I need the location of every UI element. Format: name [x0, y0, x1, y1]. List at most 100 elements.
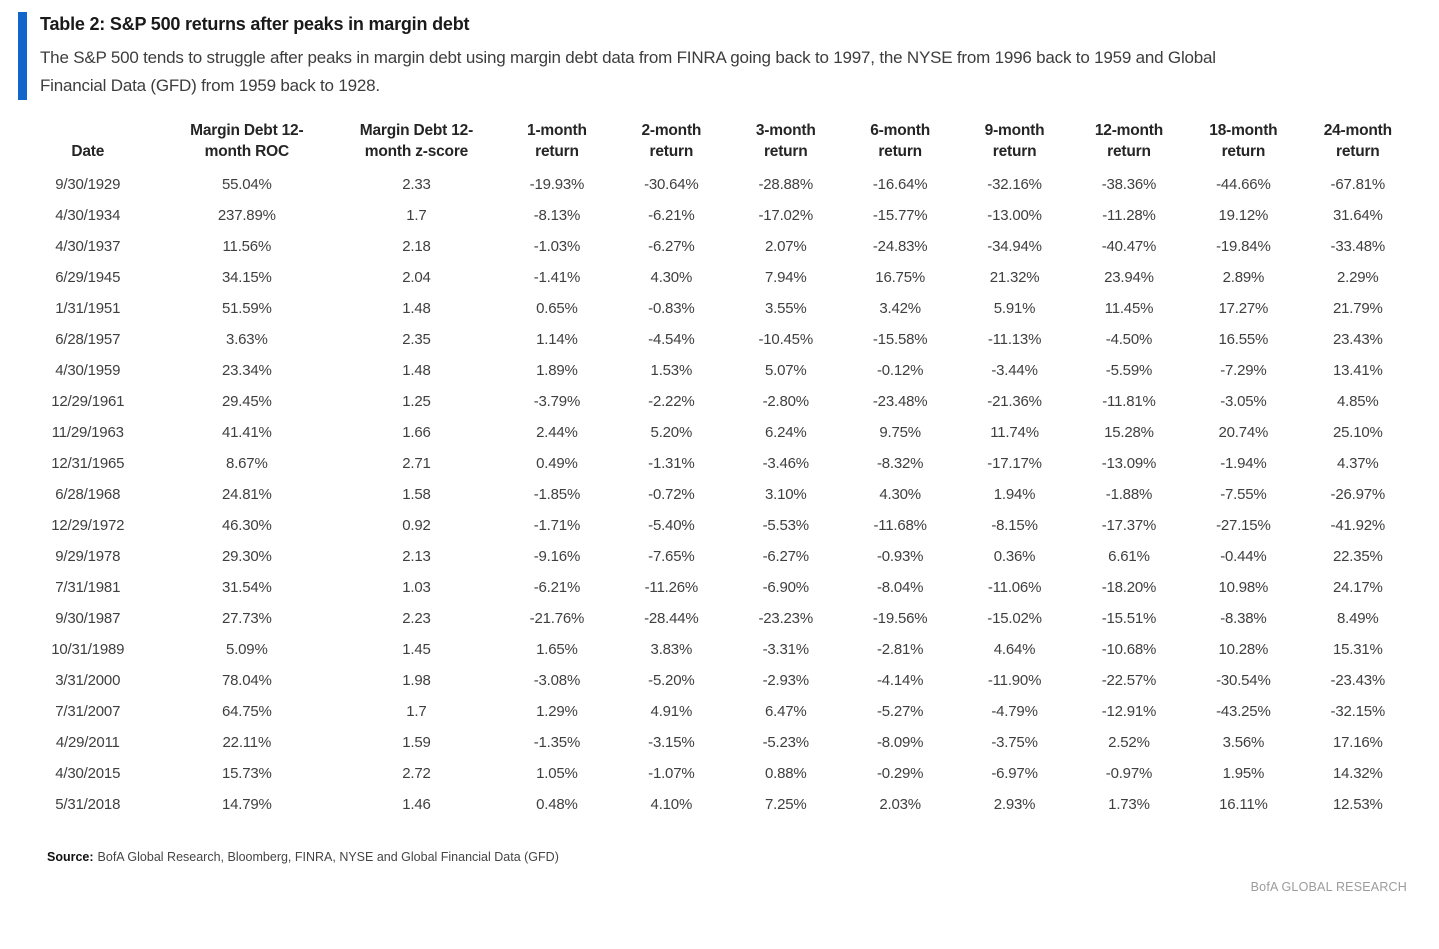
value-cell: -26.97%: [1330, 486, 1386, 503]
value-cell: -6.90%: [762, 579, 810, 596]
value-cell: -2.80%: [762, 393, 810, 410]
value-cell: 51.59%: [221, 300, 272, 317]
value-cell: -3.08%: [533, 672, 581, 689]
value-cell: -8.09%: [876, 734, 924, 751]
table-row: 12/29/1972 46.30% 0.92 -1.71% -5.40% -5.53% -1…: [15, 510, 1415, 541]
value-cell: -1.31%: [648, 455, 695, 472]
value-cell: -11.90%: [987, 672, 1042, 689]
value-cell: 1.7: [406, 703, 427, 720]
value-cell: 22.11%: [222, 734, 272, 751]
value-cell: -8.38%: [1220, 610, 1267, 627]
value-cell: 0.88%: [764, 765, 807, 782]
value-cell: -44.66%: [1216, 176, 1271, 193]
value-cell: -34.94%: [987, 238, 1042, 255]
value-cell: 4.37%: [1337, 455, 1379, 472]
brand-footer: BofA GLOBAL RESEARCH: [1250, 880, 1407, 894]
column-header: 24-month return: [1323, 122, 1392, 160]
value-cell: -3.44%: [991, 362, 1038, 379]
table-row: 6/28/1968 24.81% 1.58 -1.85% -0.72% 3.10% 4.30…: [15, 479, 1415, 510]
value-cell: -19.93%: [529, 176, 585, 193]
value-cell: 5.09%: [226, 641, 268, 658]
value-cell: -3.15%: [648, 734, 695, 751]
value-cell: -16.64%: [872, 176, 928, 193]
value-cell: -2.22%: [648, 393, 695, 410]
value-cell: 14.79%: [221, 796, 272, 813]
value-cell: -21.76%: [529, 610, 585, 627]
table-row: 12/29/1961 29.45% 1.25 -3.79% -2.22% -2.80% -2…: [15, 386, 1415, 417]
value-cell: 46.30%: [221, 517, 272, 534]
value-cell: 3.10%: [764, 486, 807, 503]
value-cell: 1.94%: [993, 486, 1036, 503]
value-cell: 3.63%: [226, 331, 268, 348]
value-cell: 2.29%: [1337, 269, 1379, 286]
value-cell: -6.21%: [648, 207, 695, 224]
column-header: 1-month return: [527, 122, 587, 160]
value-cell: 2.35: [402, 331, 431, 348]
date-cell: 12/31/1965: [51, 455, 125, 472]
value-cell: 17.27%: [1218, 300, 1269, 317]
value-cell: -5.40%: [648, 517, 695, 534]
table-row: 9/30/1929 55.04% 2.33 -19.93% -30.64% -28.88%…: [15, 169, 1415, 200]
value-cell: -30.64%: [644, 176, 699, 193]
value-cell: 3.42%: [879, 300, 921, 317]
value-cell: -12.91%: [1101, 703, 1157, 720]
value-cell: 2.72: [402, 765, 431, 782]
table-title: Table 2: S&P 500 returns after peaks in …: [40, 14, 470, 34]
value-cell: 1.48: [402, 300, 431, 317]
value-cell: 1.73%: [1108, 796, 1150, 813]
value-cell: 16.75%: [875, 269, 925, 286]
value-cell: -18.20%: [1101, 579, 1157, 596]
value-cell: 4.91%: [650, 703, 693, 720]
value-cell: 8.49%: [1337, 610, 1379, 627]
value-cell: 3.55%: [764, 300, 807, 317]
table-row: 4/29/2011 22.11% 1.59 -1.35% -3.15% -5.23% -8.…: [15, 727, 1415, 758]
value-cell: 78.04%: [221, 672, 272, 689]
value-cell: 6.61%: [1108, 548, 1150, 565]
value-cell: 1.05%: [536, 765, 578, 782]
column-header: Date: [71, 143, 105, 160]
value-cell: -5.27%: [876, 703, 924, 720]
column-header: Margin Debt 12-month z-score: [359, 122, 474, 160]
value-cell: 55.04%: [221, 176, 272, 193]
date-cell: 4/30/2015: [55, 765, 121, 782]
date-cell: 5/31/2018: [55, 796, 121, 813]
value-cell: -32.16%: [987, 176, 1042, 193]
table-row: 9/29/1978 29.30% 2.13 -9.16% -7.65% -6.27% -0.…: [15, 541, 1415, 572]
table-row: 4/30/2015 15.73% 2.72 1.05% -1.07% 0.88% -0.29…: [15, 758, 1415, 789]
value-cell: 22.35%: [1332, 548, 1383, 565]
date-cell: 7/31/1981: [55, 579, 121, 596]
value-cell: -3.05%: [1220, 393, 1267, 410]
value-cell: -15.77%: [872, 207, 928, 224]
value-cell: -6.27%: [762, 548, 810, 565]
value-cell: -0.29%: [876, 765, 924, 782]
value-cell: 4.30%: [650, 269, 693, 286]
value-cell: 8.67%: [226, 455, 268, 472]
value-cell: 237.89%: [217, 207, 276, 224]
value-cell: 5.07%: [764, 362, 807, 379]
date-cell: 7/31/2007: [55, 703, 121, 720]
value-cell: 1.46: [402, 796, 431, 813]
date-cell: 12/29/1972: [51, 517, 125, 534]
table-row: 9/30/1987 27.73% 2.23 -21.76% -28.44% -23.23%…: [15, 603, 1415, 634]
value-cell: -1.71%: [533, 517, 581, 534]
value-cell: 24.17%: [1332, 579, 1383, 596]
value-cell: -8.32%: [876, 455, 924, 472]
column-header: 12-month return: [1094, 122, 1164, 160]
value-cell: 31.54%: [221, 579, 272, 596]
value-cell: -28.44%: [644, 610, 699, 627]
value-cell: -1.94%: [1220, 455, 1267, 472]
value-cell: -7.29%: [1220, 362, 1267, 379]
column-header: 3-month return: [755, 122, 816, 160]
value-cell: -4.50%: [1105, 331, 1153, 348]
value-cell: 1.03: [402, 579, 431, 596]
column-header: 18-month return: [1209, 122, 1278, 160]
value-cell: 24.81%: [221, 486, 272, 503]
source-label: Source:: [47, 850, 94, 864]
value-cell: 2.89%: [1222, 269, 1265, 286]
value-cell: 0.65%: [536, 300, 578, 317]
value-cell: 15.73%: [221, 765, 272, 782]
value-cell: -1.03%: [533, 238, 581, 255]
table-body: 9/30/1929 55.04% 2.33 -19.93% -30.64% -28.88%…: [15, 169, 1415, 820]
title-content: Table 2: S&P 500 returns after peaks in …: [27, 12, 1270, 100]
value-cell: 4.64%: [993, 641, 1036, 658]
